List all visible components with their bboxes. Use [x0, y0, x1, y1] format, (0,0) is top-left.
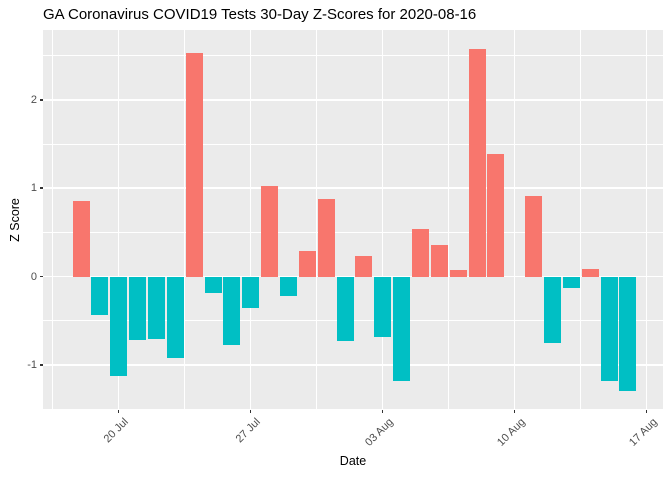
gridline-major-horizontal: [43, 187, 663, 189]
bar-2020-08-15: [600, 276, 618, 381]
bar-2020-08-04: [393, 276, 411, 381]
bar-2020-08-01: [336, 276, 354, 342]
bar-2020-08-06: [430, 244, 448, 277]
gridline-minor-vertical: [184, 30, 186, 410]
gridline-major-horizontal: [43, 99, 663, 101]
bar-2020-08-08: [468, 48, 486, 277]
y-tick-label: -1: [27, 358, 37, 371]
gridline-minor-horizontal: [43, 143, 663, 145]
x-tick-mark: [382, 410, 384, 413]
plot-panel: [43, 30, 663, 410]
x-tick-mark: [514, 410, 516, 413]
bar-2020-07-22: [147, 276, 165, 340]
bar-2020-07-25: [204, 276, 222, 294]
bar-2020-07-21: [129, 276, 147, 341]
bar-2020-07-24: [185, 52, 203, 277]
y-tick-label: 1: [30, 182, 37, 195]
gridline-minor-vertical: [316, 30, 318, 410]
bar-2020-08-07: [449, 270, 467, 277]
gridline-major-vertical: [514, 30, 516, 410]
bar-2020-08-16: [619, 276, 637, 392]
chart-title: GA Coronavirus COVID19 Tests 30-Day Z-Sc…: [43, 6, 477, 23]
bar-2020-08-09: [487, 153, 505, 277]
x-tick-mark: [118, 410, 120, 413]
bar-2020-08-03: [374, 276, 392, 337]
x-tick-label: 03 Aug: [362, 416, 396, 449]
bar-2020-07-20: [110, 276, 128, 376]
y-tick-label: 2: [30, 93, 37, 106]
bar-2020-08-05: [411, 228, 429, 277]
bar-2020-07-23: [166, 276, 184, 358]
gridline-major-horizontal: [43, 275, 663, 278]
gridline-minor-vertical: [580, 30, 582, 410]
gridline-minor-vertical: [52, 30, 54, 410]
gridline-minor-vertical: [448, 30, 450, 410]
gridline-minor-horizontal: [43, 231, 663, 233]
gridline-major-horizontal: [43, 364, 663, 366]
bar-2020-07-31: [317, 198, 335, 277]
bar-2020-07-18: [72, 200, 90, 277]
gridline-major-vertical: [250, 30, 252, 410]
bar-2020-07-19: [91, 276, 109, 316]
x-tick-mark: [250, 410, 252, 413]
bar-2020-07-30: [298, 250, 316, 277]
bar-2020-08-12: [544, 276, 561, 343]
y-tick-mark: [40, 99, 43, 101]
bar-2020-07-27: [242, 276, 260, 309]
x-tick-mark: [646, 410, 648, 413]
y-tick-mark: [40, 275, 43, 278]
bar-2020-08-02: [355, 256, 373, 277]
gridline-major-vertical: [646, 30, 648, 410]
bar-2020-07-29: [279, 276, 297, 296]
x-tick-label: 17 Aug: [626, 416, 660, 449]
x-tick-label: 27 Jul: [233, 416, 264, 446]
gridline-major-vertical: [118, 30, 120, 410]
bar-2020-07-26: [223, 276, 241, 345]
x-axis-title: Date: [339, 454, 367, 468]
y-axis-title: Z Score: [8, 198, 22, 242]
y-tick-mark: [40, 187, 43, 189]
bar-2020-08-11: [525, 196, 543, 277]
y-tick-label: 0: [30, 270, 37, 283]
gridline-minor-horizontal: [43, 408, 663, 410]
gridline-minor-horizontal: [43, 55, 663, 57]
bar-2020-08-14: [581, 268, 599, 277]
bar-2020-07-28: [261, 186, 279, 277]
bar-2020-08-13: [562, 276, 580, 289]
gridline-major-vertical: [382, 30, 384, 410]
x-tick-label: 20 Jul: [101, 416, 132, 446]
x-tick-label: 10 Aug: [494, 416, 528, 449]
y-tick-mark: [40, 364, 43, 366]
